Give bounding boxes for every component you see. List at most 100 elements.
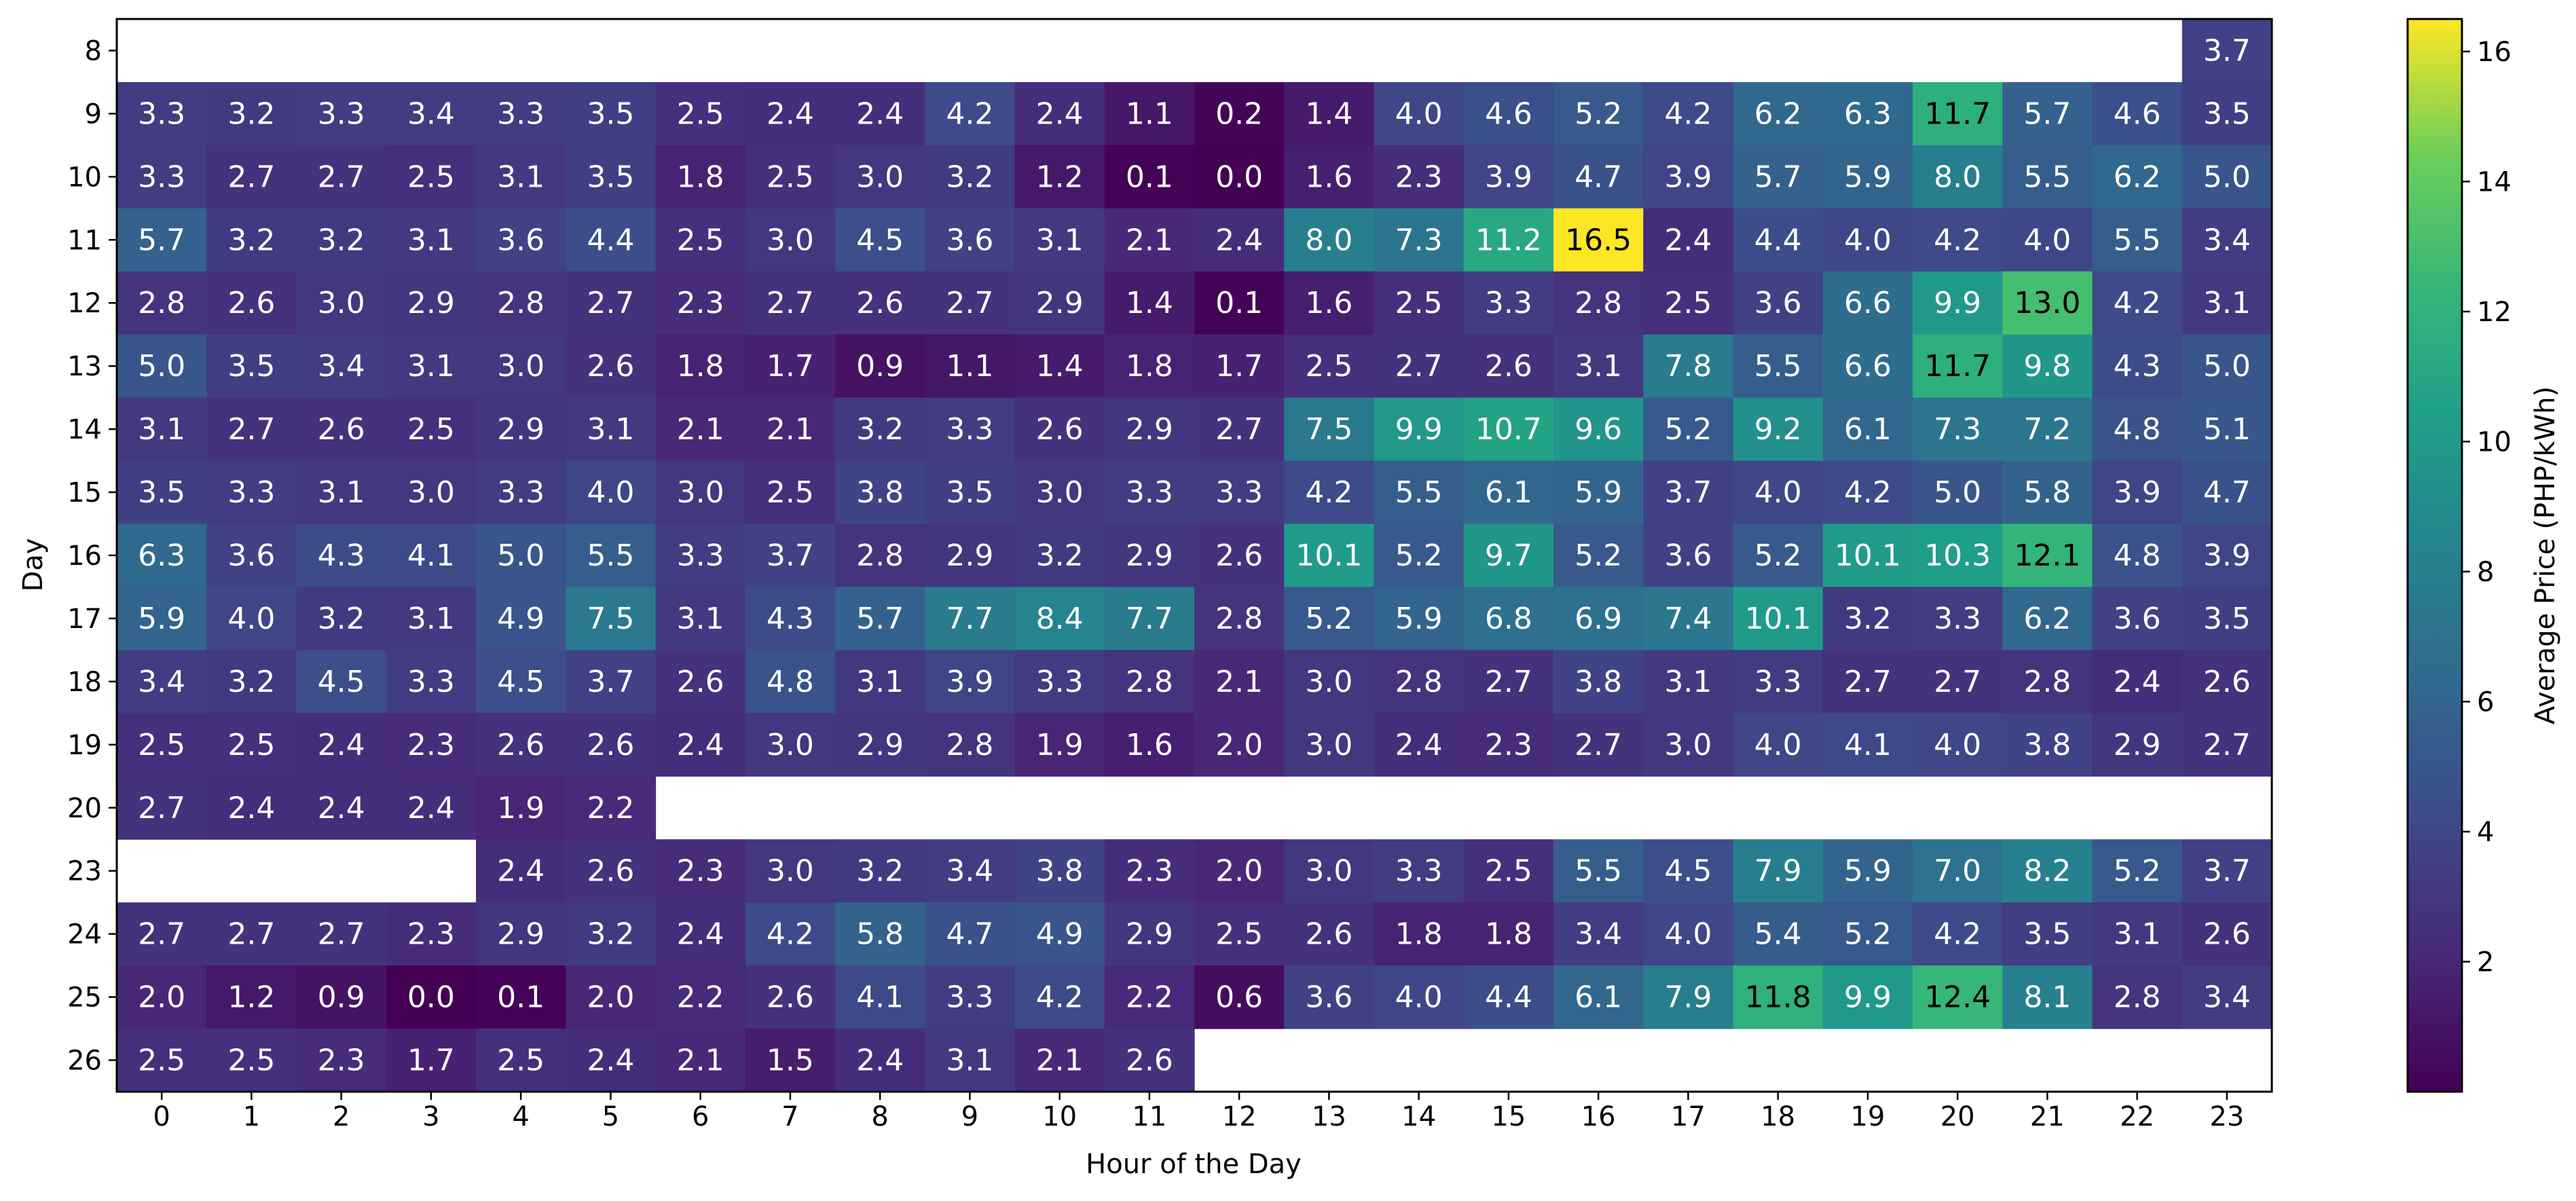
y-axis-ticks: 8 9 10 11 12 13 14 15 16 17 18 19 20 23 24 25 26: [67, 35, 117, 1077]
y-tick-label: 16: [67, 540, 102, 572]
cell-value-label: 1.4: [1126, 286, 1173, 320]
heatmap-cell: [566, 1029, 657, 1092]
heatmap-cell: [476, 776, 566, 840]
heatmap-cell: [2092, 145, 2183, 209]
cell-value-label: 4.7: [946, 917, 993, 952]
heatmap-cell: [1463, 650, 1554, 714]
heatmap-cell: [655, 334, 746, 399]
cell-value-label: 8.2: [2023, 854, 2071, 889]
heatmap-cell: [1733, 397, 1824, 462]
heatmap-cell: [1553, 713, 1644, 777]
heatmap-cell: [1104, 650, 1195, 714]
heatmap-cell: [745, 1029, 836, 1092]
cell-value-label: 1.9: [1036, 728, 1084, 762]
heatmap-cell: [655, 902, 746, 966]
cell-value-label: 2.7: [1395, 349, 1443, 384]
heatmap-cell: [206, 1029, 297, 1092]
heatmap-cell: [925, 397, 1016, 462]
heatmap-cell: [745, 713, 836, 777]
x-tick-label: 19: [1850, 1101, 1885, 1132]
heatmap-cell: [1284, 81, 1375, 146]
heatmap-cell: [386, 776, 477, 840]
heatmap-cell: [1194, 902, 1285, 966]
cell-value-label: 7.5: [1305, 412, 1353, 447]
heatmap-cell: [1643, 650, 1734, 714]
cell-value-label: 2.4: [677, 917, 724, 952]
cell-value-label: 5.1: [2203, 412, 2251, 447]
heatmap-cell: [1104, 208, 1195, 272]
heatmap-cell: [1463, 965, 1554, 1029]
heatmap-cell: [296, 460, 387, 525]
cell-value-label: 7.8: [1664, 349, 1712, 384]
heatmap-cell: [386, 271, 477, 335]
heatmap-cell: [2092, 965, 2183, 1029]
heatmap-cell: [1913, 650, 2003, 714]
cell-value-label: 3.0: [767, 223, 814, 257]
y-tick-label: 26: [67, 1046, 102, 1077]
cell-value-label: 3.1: [677, 602, 724, 636]
cell-value-label: 2.4: [318, 728, 365, 762]
heatmap-cell: [1014, 650, 1105, 714]
cell-value-label: 3.2: [856, 854, 904, 889]
heatmap-cell: [1374, 460, 1465, 525]
cell-value-label: 2.5: [407, 412, 455, 447]
heatmap-cell: [386, 397, 477, 462]
heatmap-cell: [835, 397, 925, 462]
heatmap-cell: [1374, 81, 1465, 146]
heatmap-cell: [296, 650, 387, 714]
heatmap-cell: [117, 81, 207, 146]
heatmap-cell: [2182, 839, 2273, 903]
cell-value-label: 11.7: [1924, 96, 1991, 131]
heatmap-cell: [386, 587, 477, 651]
cell-value-label: 2.5: [677, 96, 724, 131]
cell-value-label: 2.4: [767, 96, 814, 131]
colorbar-label: Average Price (PHP/kWh): [2530, 386, 2561, 724]
cell-value-label: 6.2: [2114, 160, 2161, 194]
cell-value-label: 2.9: [1036, 286, 1084, 320]
heatmap-cell: [655, 1029, 746, 1092]
heatmap-cell: [1194, 208, 1285, 272]
cell-value-label: 5.9: [1575, 475, 1622, 510]
cell-value-label: 4.0: [1844, 223, 1892, 257]
cell-value-label: 4.4: [1485, 980, 1532, 1015]
colorbar-tick-label: 2: [2477, 946, 2494, 978]
heatmap-cell: [925, 965, 1016, 1029]
cell-value-label: 4.6: [2114, 96, 2161, 131]
heatmap-cell: [1014, 587, 1105, 651]
cell-value-label: 3.1: [1036, 223, 1084, 257]
heatmap-cell: [386, 81, 477, 146]
heatmap-cell: [2092, 902, 2183, 966]
heatmap-cell: [1014, 460, 1105, 525]
cell-value-label: 3.0: [1036, 475, 1084, 510]
cell-value-label: 2.8: [1395, 665, 1443, 699]
cell-value-label: 5.5: [2023, 160, 2071, 194]
cell-value-label: 4.5: [856, 223, 904, 257]
heatmap-cell: [1553, 839, 1644, 903]
cell-value-label: 6.6: [1844, 349, 1892, 384]
cell-value-label: 3.9: [1664, 160, 1712, 194]
heatmap-cell: [2092, 334, 2183, 399]
cell-value-label: 2.4: [2114, 665, 2161, 699]
cell-value-label: 2.4: [587, 1043, 634, 1078]
heatmap-cell: [1284, 334, 1375, 399]
cell-value-label: 2.7: [946, 286, 993, 320]
heatmap-cell: [925, 145, 1016, 209]
cell-value-label: 2.8: [1126, 665, 1173, 699]
y-tick-label: 23: [67, 856, 102, 887]
cell-value-label: 4.6: [1485, 96, 1532, 131]
cell-value-label: 2.8: [1575, 286, 1622, 320]
heatmap-cell: [1733, 523, 1824, 588]
cell-value-label: 3.3: [677, 538, 724, 573]
cell-value-label: 10.1: [1745, 602, 1811, 636]
cell-value-label: 0.1: [497, 980, 545, 1015]
cell-value-label: 2.2: [677, 980, 724, 1015]
cell-value-label: 6.1: [1485, 475, 1532, 510]
heatmap-cell: [745, 965, 836, 1029]
cell-value-label: 4.2: [946, 96, 993, 131]
cell-value-label: 2.1: [677, 1043, 724, 1078]
cell-value-label: 2.0: [587, 980, 634, 1015]
heatmap-cell: [2182, 81, 2273, 146]
colorbar-tick-label: 6: [2477, 686, 2494, 718]
cell-value-label: 2.7: [2203, 728, 2251, 762]
